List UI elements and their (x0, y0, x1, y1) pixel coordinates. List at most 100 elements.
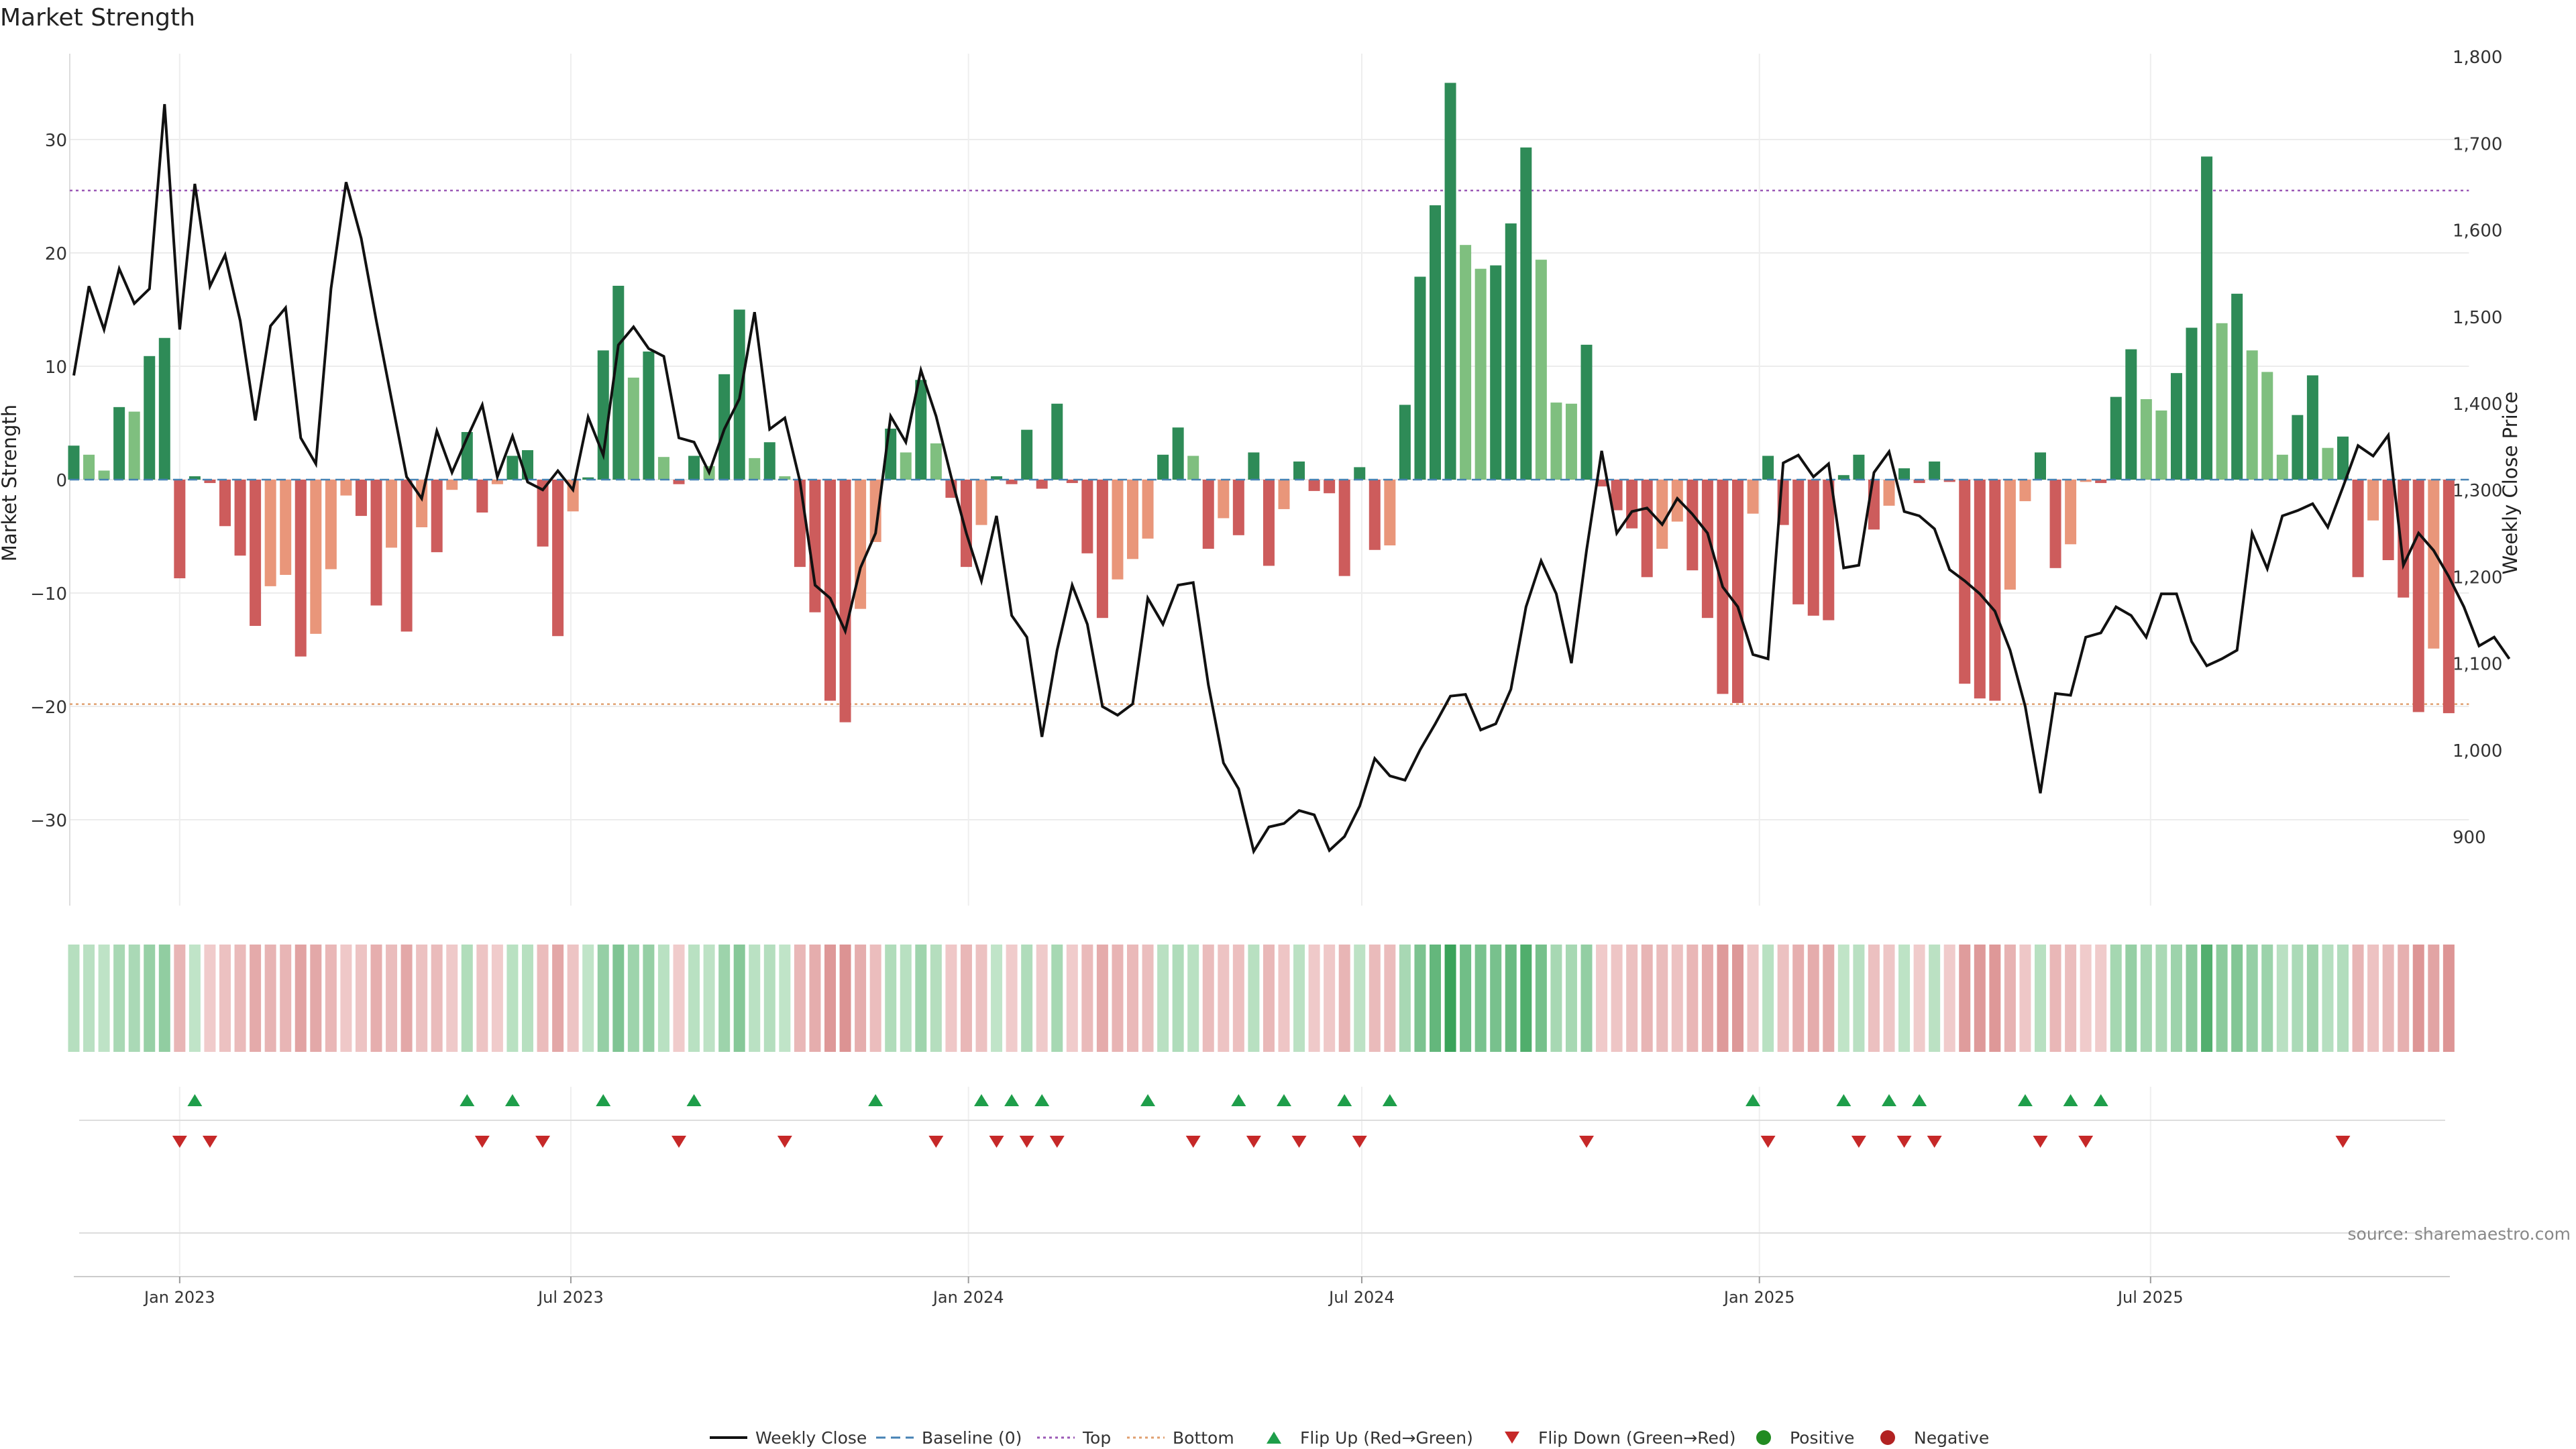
strength-bar (688, 455, 700, 480)
strength-bar (144, 356, 156, 480)
heat-cell (1157, 945, 1169, 1052)
heat-cell (1611, 945, 1623, 1052)
strength-bar (250, 480, 262, 627)
heat-cell (1384, 945, 1396, 1052)
source-note: source: sharemaestro.com (2348, 1224, 2571, 1244)
heat-cell (1853, 945, 1865, 1052)
heat-cell (1460, 945, 1472, 1052)
heat-cell (1686, 945, 1699, 1052)
heat-cell (1505, 945, 1517, 1052)
weekly-close-line (72, 104, 2511, 855)
heat-cell (733, 945, 745, 1052)
heat-cell (1883, 945, 1895, 1052)
strength-bar (552, 480, 564, 637)
flip-down-marker (1927, 1136, 1942, 1148)
heat-cell (2216, 945, 2228, 1052)
strength-bar (204, 480, 216, 484)
heat-cell (2322, 945, 2334, 1052)
legend-item-baseline: Baseline (0) (876, 1428, 1022, 1448)
strength-bar (2367, 480, 2379, 521)
heat-cell (491, 945, 503, 1052)
strength-bar (1081, 480, 1093, 553)
heat-cell (355, 945, 367, 1052)
heat-cell (552, 945, 564, 1052)
strength-bar (2412, 480, 2424, 712)
chart-title: Market Strength (0, 4, 195, 32)
heat-cell (370, 945, 382, 1052)
heat-cell (612, 945, 625, 1052)
heat-cell (2382, 945, 2394, 1052)
heat-cell (991, 945, 1003, 1052)
left-tick-label: 20 (45, 244, 67, 264)
strength-bar (1127, 480, 1138, 559)
heat-cell (673, 945, 685, 1052)
heat-cell (824, 945, 836, 1052)
right-tick-label: 1,300 (2453, 481, 2502, 501)
heat-cell (885, 945, 897, 1052)
strength-bar (1430, 205, 1441, 480)
heat-cell (1641, 945, 1653, 1052)
left-axis-label: Market Strength (0, 405, 21, 561)
heat-cell (1021, 945, 1033, 1052)
heat-cell (855, 945, 867, 1052)
legend-label: Negative (1914, 1428, 1989, 1448)
strength-bar (2140, 399, 2152, 480)
x-tick-label: Jan 2023 (143, 1288, 215, 1307)
strength-bar (1929, 461, 1941, 480)
heat-cell (2035, 945, 2046, 1052)
x-tick-label: Jul 2023 (537, 1288, 604, 1307)
strength-bar (643, 352, 655, 480)
strength-bar (1974, 480, 1986, 699)
strength-bar (2322, 447, 2334, 480)
strength-bar (2080, 480, 2092, 482)
heat-cell (1036, 945, 1048, 1052)
heat-cell (250, 945, 262, 1052)
legend-label: Bottom (1173, 1428, 1234, 1448)
legend-item-negative: Negative (1880, 1428, 1989, 1448)
flip-up-marker (1140, 1094, 1156, 1106)
heat-cell (128, 945, 140, 1052)
flip-up-marker (1231, 1094, 1246, 1106)
strength-bar (763, 442, 775, 480)
heat-cell (98, 945, 110, 1052)
strength-bar (1837, 475, 1849, 480)
heat-cell (2201, 945, 2213, 1052)
heat-cell (1656, 945, 1668, 1052)
heat-cell (763, 945, 775, 1052)
heat-cell (1837, 945, 1849, 1052)
heat-cell (1248, 945, 1260, 1052)
strength-bar (1051, 403, 1063, 480)
heat-cell (839, 945, 851, 1052)
heat-cell (1762, 945, 1774, 1052)
heat-cell (1671, 945, 1683, 1052)
strength-bar (2382, 480, 2394, 560)
strength-bar (673, 480, 685, 484)
left-tick-label: 30 (45, 131, 67, 151)
heat-cell (189, 945, 201, 1052)
legend-swatch (1880, 1430, 1895, 1445)
left-axis: 30 20 10 0 −10 −20 −30 (30, 131, 67, 831)
heat-cell (1490, 945, 1502, 1052)
flip-up-marker (187, 1094, 203, 1106)
heat-cell (1263, 945, 1275, 1052)
heat-cell (2065, 945, 2077, 1052)
heat-cell (1051, 945, 1063, 1052)
strength-bar (158, 337, 170, 480)
heat-cell (2095, 945, 2107, 1052)
heat-cell (264, 945, 276, 1052)
strength-bar (476, 480, 488, 513)
heat-cell (915, 945, 927, 1052)
heat-cell (2352, 945, 2364, 1052)
strength-bar (431, 480, 443, 553)
heat-cell (1535, 945, 1547, 1052)
heat-cell (325, 945, 337, 1052)
heat-cell (2292, 945, 2304, 1052)
heat-cell (1596, 945, 1608, 1052)
left-tick-label: −30 (30, 811, 67, 831)
top-bottom-levels (70, 189, 2469, 705)
strength-bar (1187, 455, 1199, 480)
strength-bar (930, 443, 942, 480)
strength-bar (98, 470, 110, 480)
strength-bar (1747, 480, 1759, 514)
right-tick-label: 1,200 (2453, 568, 2502, 588)
